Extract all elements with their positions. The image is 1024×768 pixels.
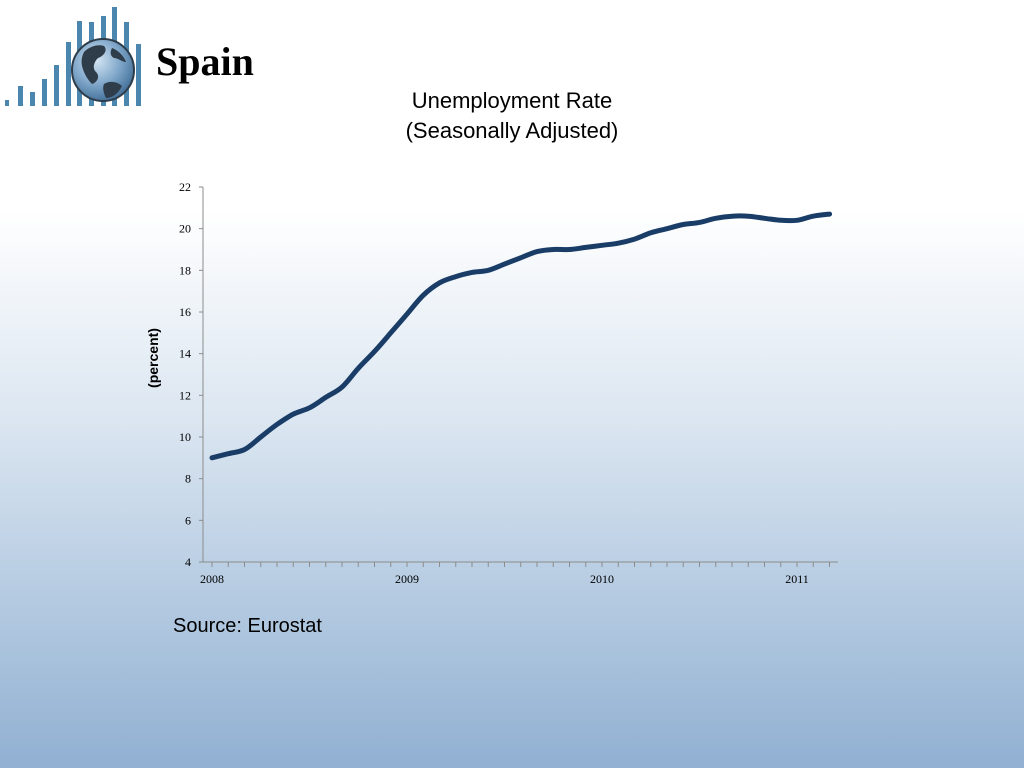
y-axis-title: (percent) (145, 328, 161, 388)
y-tick-label: 6 (185, 513, 191, 527)
x-tick-label: 2009 (395, 572, 419, 586)
x-tick-label: 2011 (785, 572, 809, 586)
y-axis: 4 6 8 10 12 14 16 18 20 22 (179, 180, 204, 569)
y-tick-label: 10 (179, 430, 191, 444)
y-tick-label: 14 (179, 347, 191, 361)
logo (5, 7, 141, 106)
country-title: Spain (156, 39, 254, 84)
x-tick-label: 2010 (590, 572, 614, 586)
chart-title: Unemployment Rate (Seasonally Adjusted) (312, 86, 712, 146)
series-group (209, 211, 833, 461)
series-line (209, 211, 833, 461)
y-tick-label: 22 (179, 180, 191, 194)
x-tick-label: 2008 (200, 572, 224, 586)
y-tick-label: 20 (179, 222, 191, 236)
chart-title-line-1: Unemployment Rate (411, 88, 613, 113)
chart-title-line-2: (Seasonally Adjusted) (405, 118, 619, 143)
y-tick-label: 18 (179, 263, 191, 277)
globe-icon (71, 38, 135, 102)
y-tick-label: 16 (179, 305, 191, 319)
source-note: Source: Eurostat (173, 615, 322, 637)
y-tick-label: 12 (179, 388, 191, 402)
y-tick-label: 4 (185, 555, 191, 569)
y-tick-label: 8 (185, 472, 191, 486)
x-axis: 2008 2009 2010 2011 (200, 561, 838, 586)
